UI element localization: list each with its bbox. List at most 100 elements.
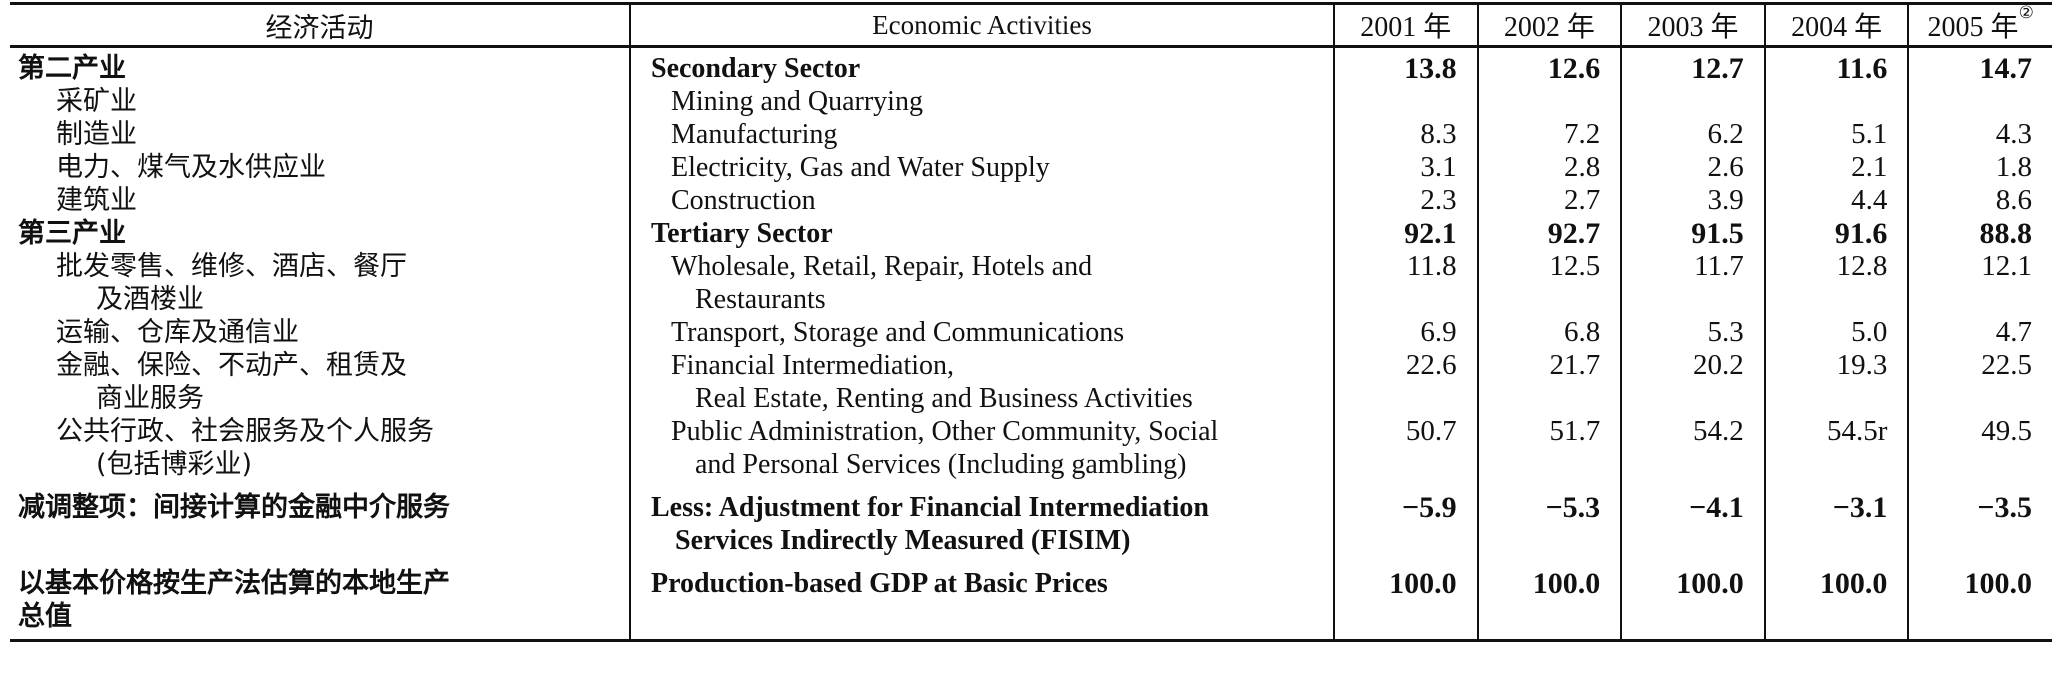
value-2005: 4.3 (1907, 118, 2052, 151)
value-2005: 1.8 (1907, 151, 2052, 184)
value-2005: 14.7 (1907, 46, 2052, 85)
value-2002: 12.6 (1476, 46, 1622, 85)
value-2002 (1476, 85, 1622, 118)
value-2005: −3.5 (1907, 481, 2052, 557)
row-label-en-line2: Services Indirectly Measured (FISIM) (675, 525, 1131, 556)
value-2001: 92.1 (1333, 217, 1478, 250)
row-label-en: Secondary Sector (629, 46, 1334, 85)
table-row: 建筑业 Construction 2.3 2.7 3.9 4.4 8.6 (10, 184, 2052, 217)
value-2002: 92.7 (1476, 217, 1622, 250)
value-2002: 21.7 (1476, 349, 1622, 415)
value-2004: −3.1 (1763, 481, 1909, 557)
header-year-2005: 2005 年② (1907, 2, 2052, 48)
value-2003: −4.1 (1620, 481, 1765, 557)
value-2002: 2.7 (1476, 184, 1622, 217)
row-label-en: Wholesale, Retail, Repair, Hotels and Re… (629, 250, 1334, 316)
row-label-en: Financial Intermediation, Real Estate, R… (629, 349, 1334, 415)
value-2002: 2.8 (1476, 151, 1622, 184)
row-label-zh-line1: 公共行政、社会服务及个人服务 (56, 416, 434, 447)
gdp-by-activity-table: 经济活动 Economic Activities 2001 年 2002 年 2… (10, 2, 2052, 642)
row-label-en-line2: and Personal Services (Including gamblin… (695, 449, 1187, 480)
table-row: 减调整项：间接计算的金融中介服务 Less: Adjustment for Fi… (10, 481, 2052, 557)
table-row: 制造业 Manufacturing 8.3 7.2 6.2 5.1 4.3 (10, 118, 2052, 151)
table-row: 以基本价格按生产法估算的本地生产 总值 Production-based GDP… (10, 557, 2052, 642)
value-2003: 3.9 (1620, 184, 1765, 217)
value-2002: 12.5 (1476, 250, 1622, 316)
value-2005: 8.6 (1907, 184, 2052, 217)
value-2004: 19.3 (1763, 349, 1909, 415)
value-2004: 91.6 (1763, 217, 1909, 250)
value-2002: 51.7 (1476, 415, 1622, 481)
value-2003: 100.0 (1620, 557, 1765, 642)
row-label-en-line1: Wholesale, Retail, Repair, Hotels and (671, 251, 1093, 282)
value-2005: 12.1 (1907, 250, 2052, 316)
row-label-zh-line1: 金融、保险、不动产、租赁及 (56, 350, 407, 381)
value-2001: 100.0 (1333, 557, 1478, 642)
row-label-zh: 电力、煤气及水供应业 (56, 152, 326, 183)
value-2004: 2.1 (1763, 151, 1909, 184)
value-2003: 20.2 (1620, 349, 1765, 415)
row-label-en-line1: Public Administration, Other Community, … (671, 416, 1219, 447)
value-2003: 6.2 (1620, 118, 1765, 151)
table-row: 批发零售、维修、酒店、餐厅 及酒楼业 Wholesale, Retail, Re… (10, 250, 2052, 316)
value-2004 (1763, 85, 1909, 118)
row-label-zh-line2: 及酒楼业 (96, 284, 204, 315)
row-label-en-line2: Restaurants (695, 284, 826, 315)
row-label-en: Mining and Quarrying (629, 85, 1334, 118)
row-label-zh-line2: 总值 (18, 601, 72, 632)
header-year-2001: 2001 年 (1333, 2, 1478, 48)
row-label-zh: 减调整项：间接计算的金融中介服务 (18, 492, 450, 523)
row-label-en: Manufacturing (629, 118, 1334, 151)
table-row: 第三产业 Tertiary Sector 92.1 92.7 91.5 91.6… (10, 217, 2052, 250)
row-label-en-line2: Real Estate, Renting and Business Activi… (695, 383, 1193, 414)
header-year-2005-label: 2005 年 (1927, 12, 2019, 43)
value-2001: 8.3 (1333, 118, 1478, 151)
value-2002: 6.8 (1476, 316, 1622, 349)
row-label-zh-line1: 以基本价格按生产法估算的本地生产 (18, 568, 450, 599)
header-en: Economic Activities (629, 2, 1334, 48)
value-2004: 11.6 (1763, 46, 1909, 85)
value-2005: 4.7 (1907, 316, 2052, 349)
value-2001: −5.9 (1333, 481, 1478, 557)
value-2005: 100.0 (1907, 557, 2052, 642)
value-2001: 3.1 (1333, 151, 1478, 184)
value-2004: 12.8 (1763, 250, 1909, 316)
row-label-zh: 建筑业 (56, 185, 137, 216)
value-2004: 5.0 (1763, 316, 1909, 349)
row-label-zh-line2: (包括博彩业) (96, 449, 253, 480)
table-row: 金融、保险、不动产、租赁及 商业服务 Financial Intermediat… (10, 349, 2052, 415)
value-2001: 6.9 (1333, 316, 1478, 349)
row-label-zh: 第三产业 (18, 218, 126, 249)
row-label-zh-line2: 商业服务 (96, 383, 204, 414)
row-label-en: Construction (629, 184, 1334, 217)
header-year-2003: 2003 年 (1620, 2, 1765, 48)
value-2002: 7.2 (1476, 118, 1622, 151)
table-row: 公共行政、社会服务及个人服务 (包括博彩业) Public Administra… (10, 415, 2052, 481)
row-label-zh: 以基本价格按生产法估算的本地生产 总值 (10, 557, 630, 642)
value-2003: 2.6 (1620, 151, 1765, 184)
row-label-zh: 第二产业 (18, 53, 126, 84)
row-label-zh: 制造业 (56, 119, 137, 150)
table-row: 电力、煤气及水供应业 Electricity, Gas and Water Su… (10, 151, 2052, 184)
value-2004: 4.4 (1763, 184, 1909, 217)
value-2001: 11.8 (1333, 250, 1478, 316)
row-label-en: Tertiary Sector (629, 217, 1334, 250)
row-label-zh: 金融、保险、不动产、租赁及 商业服务 (10, 349, 630, 415)
value-2001: 2.3 (1333, 184, 1478, 217)
header-zh: 经济活动 (10, 2, 630, 48)
row-label-zh: 批发零售、维修、酒店、餐厅 及酒楼业 (10, 250, 630, 316)
value-2003: 5.3 (1620, 316, 1765, 349)
value-2003: 12.7 (1620, 46, 1765, 85)
value-2004: 5.1 (1763, 118, 1909, 151)
row-label-en-line1: Financial Intermediation, (671, 350, 955, 381)
footnote-mark: ② (2018, 3, 2034, 22)
value-2004: 100.0 (1763, 557, 1909, 642)
table-row: 第二产业 Secondary Sector 13.8 12.6 12.7 11.… (10, 46, 2052, 85)
row-label-zh: 公共行政、社会服务及个人服务 (包括博彩业) (10, 415, 630, 481)
value-2001: 50.7 (1333, 415, 1478, 481)
value-2005: 49.5 (1907, 415, 2052, 481)
row-label-en: Production-based GDP at Basic Prices (629, 557, 1334, 642)
table-row: 运输、仓库及通信业 Transport, Storage and Communi… (10, 316, 2052, 349)
value-2003: 11.7 (1620, 250, 1765, 316)
